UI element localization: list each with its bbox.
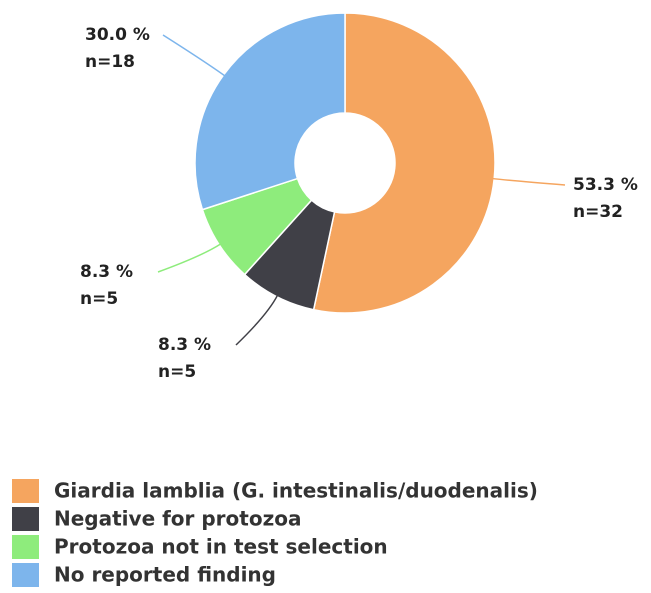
leader-line xyxy=(162,34,226,77)
leader-line xyxy=(235,294,279,346)
slice xyxy=(194,12,346,211)
legend-label: Giardia lamblia (G. intestinalis/duodena… xyxy=(54,479,538,503)
legend-swatch xyxy=(12,535,39,559)
data-label: 8.3 % xyxy=(158,335,211,355)
legend-label: Negative for protozoa xyxy=(54,507,301,531)
legend-label: No reported finding xyxy=(54,563,276,587)
n-label: n=32 xyxy=(573,202,623,222)
data-label: 8.3 % xyxy=(80,262,133,282)
n-label: n=5 xyxy=(158,362,196,382)
data-label: 30.0 % xyxy=(85,25,150,45)
n-label: n=18 xyxy=(85,52,135,72)
leader-line xyxy=(157,243,222,273)
n-label: n=5 xyxy=(80,289,118,309)
legend-label: Protozoa not in test selection xyxy=(54,535,388,559)
leader-line xyxy=(492,177,566,186)
slice xyxy=(312,12,496,314)
legend-swatch xyxy=(12,507,39,531)
legend-swatch xyxy=(12,563,39,587)
data-label: 53.3 % xyxy=(573,175,638,195)
legend-swatch xyxy=(12,479,39,503)
